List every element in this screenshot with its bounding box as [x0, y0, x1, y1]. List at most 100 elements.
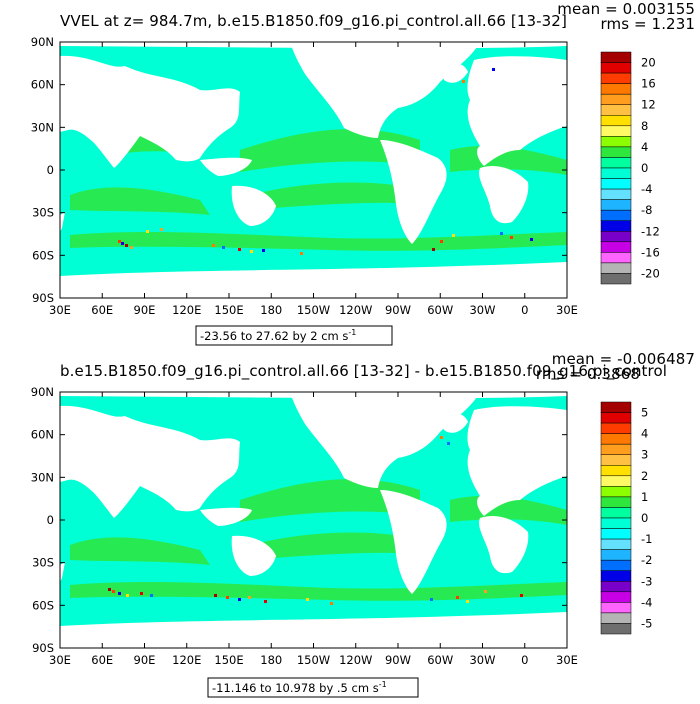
- colorbar-swatch: [600, 262, 632, 274]
- colorbar-swatch: [600, 517, 632, 529]
- ocean-secondary-patches: [70, 479, 567, 601]
- x-tick-label: 60W: [427, 653, 453, 667]
- colorbar: 5 4 3 2 1 0 -1 -2 -3 -4 -5: [600, 401, 652, 635]
- x-tick-label: 120W: [339, 303, 372, 317]
- y-axis: 90N 60N 30N 0 30S 60S 90S: [31, 385, 567, 655]
- land-mask: [60, 42, 567, 298]
- y-tick-label: 0: [47, 513, 54, 527]
- colorbar-label: 3: [641, 448, 648, 462]
- range-label: -23.56 to 27.62 by 2 cm s-1: [200, 328, 356, 343]
- colorbar-swatch: [600, 231, 632, 243]
- colorbar-label: -3: [641, 574, 652, 588]
- x-axis: 30E 60E 90E 120E 150E 180 150W 120W 90W 60W 30W 0 30…: [49, 42, 578, 317]
- colorbar-label: -12: [641, 224, 660, 238]
- map-field: [60, 392, 567, 648]
- difference-map-panel: b.e15.B1850.f09_g16.pi_control.all.66 [1…: [0, 350, 700, 700]
- colorbar-swatch: [600, 62, 632, 74]
- colorbar-label: 20: [641, 56, 656, 70]
- difference-map-svg: b.e15.B1850.f09_g16.pi_control.all.66 [1…: [31, 350, 695, 698]
- colorbar-label: 2: [641, 469, 648, 483]
- colorbar-swatch: [600, 433, 632, 445]
- map-field: [60, 42, 567, 298]
- colorbar-swatch: [600, 412, 632, 424]
- x-tick-label: 60E: [91, 653, 113, 667]
- x-tick-label: 120E: [172, 303, 201, 317]
- colorbar-swatch: [600, 549, 632, 561]
- colorbar-label: 0: [641, 161, 648, 175]
- range-box: [195, 325, 393, 346]
- colorbar-swatch: [600, 220, 632, 232]
- colorbar-swatch: [600, 72, 632, 84]
- y-tick-label: 90S: [32, 291, 54, 305]
- y-tick-label: 60N: [31, 78, 54, 92]
- vvel-map-svg: VVEL at z= 984.7m, b.e15.B1850.f09_g16.p…: [31, 0, 695, 346]
- y-tick-label: 90N: [31, 35, 54, 49]
- x-tick-label: 180: [260, 303, 282, 317]
- colorbar-label: -20: [641, 266, 660, 280]
- x-tick-label: 30W: [469, 653, 495, 667]
- colorbar-swatch: [600, 496, 632, 508]
- x-tick-label: 150E: [214, 653, 243, 667]
- colorbar-swatch: [600, 570, 632, 582]
- colorbar-swatch: [600, 443, 632, 455]
- colorbar-label: 4: [641, 427, 648, 441]
- colorbar-swatch: [600, 146, 632, 158]
- colorbar-swatch: [600, 602, 632, 614]
- colorbar-label: -4: [641, 595, 652, 609]
- x-tick-label: 30E: [556, 653, 578, 667]
- colorbar-label: -8: [641, 203, 652, 217]
- colorbar-swatch: [600, 157, 632, 169]
- colorbar-swatch: [600, 612, 632, 624]
- x-tick-label: 150W: [297, 653, 330, 667]
- x-tick-label: 60W: [427, 303, 453, 317]
- colorbar-label: 12: [641, 98, 656, 112]
- colorbar-swatch: [600, 167, 632, 179]
- colorbar-swatch: [600, 486, 632, 498]
- colorbar-label: 1: [641, 490, 648, 504]
- colorbar-label: 8: [641, 119, 648, 133]
- chart-title: b.e15.B1850.f09_g16.pi_control.all.66 [1…: [60, 362, 667, 381]
- colorbar-swatch: [600, 252, 632, 264]
- colorbar-swatch: [600, 528, 632, 540]
- land-mask: [60, 392, 567, 648]
- x-tick-label: 90E: [134, 653, 156, 667]
- hotspots: [108, 436, 523, 605]
- colorbar-label: -4: [641, 182, 652, 196]
- y-tick-label: 60S: [32, 248, 54, 262]
- vvel-map-panel: VVEL at z= 984.7m, b.e15.B1850.f09_g16.p…: [0, 0, 700, 350]
- x-tick-label: 120E: [172, 653, 201, 667]
- stats-mean: mean = 0.003155: [557, 0, 695, 18]
- colorbar-swatch: [600, 83, 632, 95]
- colorbar-swatch: [600, 273, 632, 285]
- colorbar-label: -1: [641, 532, 652, 546]
- colorbar-swatch: [600, 475, 632, 487]
- colorbar-swatch: [600, 559, 632, 571]
- colorbar-swatch: [600, 581, 632, 593]
- colorbar-swatch: [600, 538, 632, 550]
- colorbar-label: 5: [641, 406, 648, 420]
- stats-rms: rms = 0.3868: [536, 365, 640, 383]
- x-axis: 30E 60E 90E 120E 150E 180 150W 120W 90W 60W 30W 0 30…: [49, 392, 578, 667]
- x-tick-label: 30E: [49, 303, 71, 317]
- y-tick-label: 60S: [32, 598, 54, 612]
- x-tick-label: 90W: [385, 653, 411, 667]
- x-tick-label: 180: [260, 653, 282, 667]
- range-label: -11.146 to 10.978 by .5 cm s-1: [212, 680, 387, 695]
- x-tick-label: 30E: [556, 303, 578, 317]
- stats-rms: rms = 1.231: [601, 15, 695, 33]
- colorbar-swatch: [600, 422, 632, 434]
- colorbar-swatch: [600, 209, 632, 221]
- colorbar-swatch: [600, 125, 632, 137]
- colorbar-swatch: [600, 401, 632, 413]
- y-tick-label: 90S: [32, 641, 54, 655]
- colorbar-label: 0: [641, 511, 648, 525]
- y-tick-label: 30N: [31, 470, 54, 484]
- y-tick-label: 30S: [32, 556, 54, 570]
- colorbar: 20 16 12 8 4 0 -4 -8 -12 -16 -20: [600, 51, 660, 285]
- x-tick-label: 0: [521, 303, 528, 317]
- x-tick-label: 90W: [385, 303, 411, 317]
- hotspots: [118, 68, 533, 255]
- colorbar-swatch: [600, 51, 632, 63]
- colorbar-label: 4: [641, 140, 648, 154]
- colorbar-swatch: [600, 115, 632, 127]
